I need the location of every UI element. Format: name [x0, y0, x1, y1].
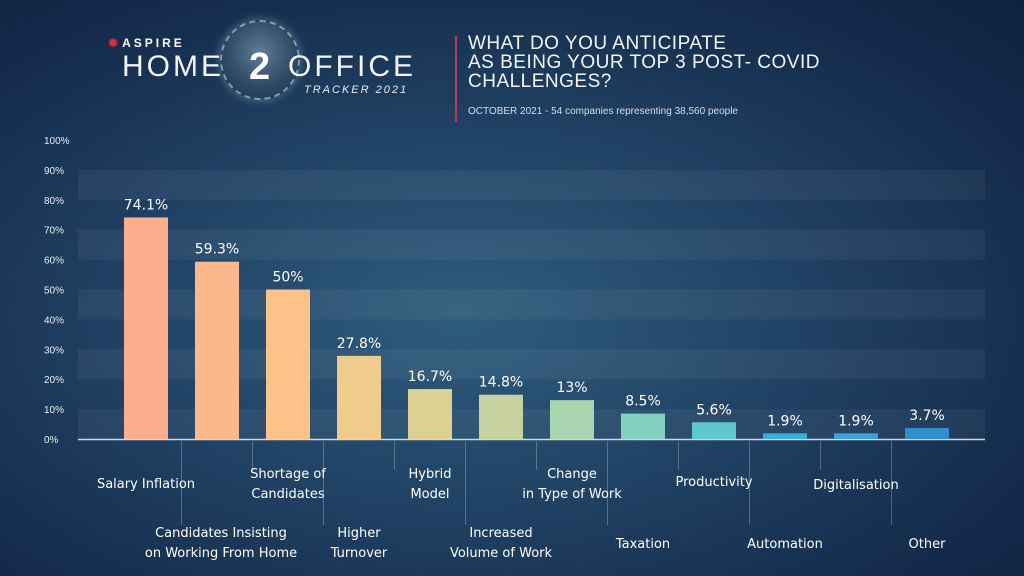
- bar: [692, 422, 736, 439]
- category-label: Other: [909, 537, 947, 552]
- y-tick-label: 30%: [44, 345, 64, 356]
- bar: [337, 355, 381, 439]
- title-line: CHALLENGES?: [468, 71, 612, 92]
- gear-icon: ✹: [108, 36, 119, 50]
- data-label: 50%: [272, 270, 303, 286]
- title-line: WHAT DO YOU ANTICIPATE: [468, 33, 727, 54]
- bar: [763, 433, 807, 439]
- category-label: Shortage of: [250, 467, 326, 482]
- y-tick-label: 90%: [44, 166, 64, 177]
- logo-two: 2: [249, 46, 271, 88]
- category-label: Taxation: [615, 537, 670, 552]
- bar: [621, 413, 665, 439]
- category-label: Productivity: [675, 475, 752, 490]
- data-label: 27.8%: [337, 336, 381, 352]
- category-label: Increased: [469, 526, 532, 541]
- data-label: 14.8%: [479, 375, 523, 391]
- bar: [479, 394, 523, 439]
- category-label: Salary Inflation: [97, 477, 195, 492]
- title-divider: [455, 36, 457, 122]
- data-label: 74.1%: [124, 197, 168, 213]
- bar: [408, 389, 452, 439]
- y-tick-label: 60%: [44, 256, 64, 267]
- y-tick-label: 70%: [44, 226, 64, 237]
- y-tick-label: 20%: [44, 375, 64, 386]
- y-tick-label: 80%: [44, 196, 64, 207]
- bar: [550, 400, 594, 439]
- category-label: Digitalisation: [813, 478, 898, 493]
- y-tick-label: 40%: [44, 315, 64, 326]
- bar: [834, 433, 878, 439]
- bar: [124, 217, 168, 439]
- category-label: Turnover: [330, 546, 388, 561]
- category-label: Model: [410, 487, 449, 502]
- logo-tracker: TRACKER 2021: [304, 84, 409, 96]
- y-tick-label: 50%: [44, 286, 64, 297]
- logo-home: HOME: [122, 50, 224, 83]
- home2office-logo: ✹ ASPIRE HOME 2 OFFICE TRACKER 2021: [108, 20, 428, 106]
- category-label: Hybrid: [409, 467, 452, 482]
- brand-text: ASPIRE: [122, 36, 185, 50]
- category-label: Higher: [337, 526, 381, 541]
- data-label: 1.9%: [767, 413, 803, 429]
- category-label: Change: [547, 467, 597, 482]
- logo-disc-icon: [220, 20, 300, 100]
- category-label: on Working From Home: [145, 546, 297, 561]
- category-label: Volume of Work: [450, 546, 553, 561]
- data-label: 8.5%: [625, 394, 661, 410]
- category-label: Candidates: [251, 487, 324, 502]
- category-label: in Type of Work: [522, 487, 622, 502]
- data-label: 3.7%: [909, 408, 945, 424]
- y-tick-label: 100%: [44, 136, 70, 147]
- chart-subtitle: OCTOBER 2021 - 54 companies representing…: [468, 106, 738, 117]
- data-label: 1.9%: [838, 413, 874, 429]
- chart-title: WHAT DO YOU ANTICIPATE AS BEING YOUR TOP…: [468, 34, 868, 91]
- logo-office: OFFICE: [288, 50, 416, 83]
- data-label: 59.3%: [195, 242, 239, 258]
- y-tick-label: 10%: [44, 405, 64, 416]
- category-label: Candidates Insisting: [155, 526, 287, 541]
- category-label: Automation: [747, 537, 823, 552]
- grid-band: [78, 229, 985, 260]
- data-label: 5.6%: [696, 402, 732, 418]
- bar: [905, 427, 949, 439]
- bar: [266, 289, 310, 439]
- aspire-brand: ✹ ASPIRE: [108, 36, 185, 50]
- bar: [195, 261, 239, 439]
- title-line: AS BEING YOUR TOP 3 POST- COVID: [468, 52, 820, 73]
- data-label: 13%: [556, 380, 587, 396]
- y-tick-label: 0%: [44, 435, 59, 446]
- grid-band: [78, 169, 985, 200]
- data-label: 16.7%: [408, 369, 452, 385]
